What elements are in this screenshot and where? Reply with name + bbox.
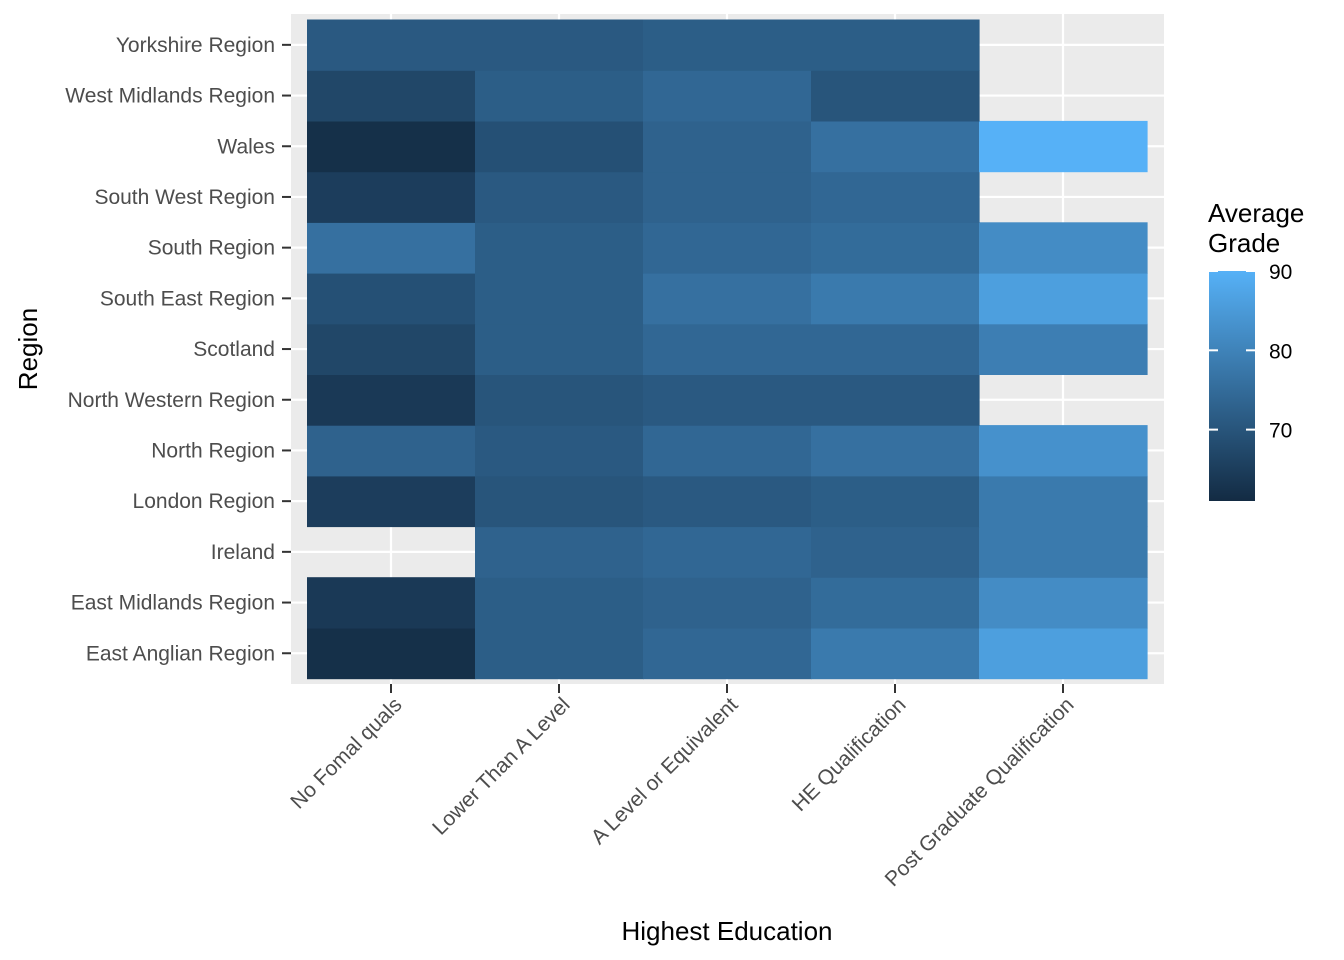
y-tick-label: West Midlands Region: [65, 85, 275, 108]
y-tick-label: Yorkshire Region: [116, 34, 275, 57]
heatmap-tile: [979, 323, 1148, 375]
heatmap-tile: [307, 120, 476, 173]
legend-colorbar: [1209, 271, 1255, 501]
heatmap-tile: [643, 526, 812, 578]
heatmap-tile: [811, 222, 980, 274]
heatmap-tile: [475, 171, 644, 223]
heatmap-tile: [307, 323, 476, 375]
x-tick-label: HE Qualification: [788, 693, 911, 816]
x-axis: No Fomal quals Lower Than A Level A Level …: [286, 684, 1079, 891]
heatmap-tile: [811, 323, 980, 375]
x-tick-label: A Level or Equivalent: [587, 693, 743, 849]
heatmap-tile: [643, 70, 812, 122]
x-axis-title: Highest Education: [621, 916, 832, 946]
heatmap-tile: [643, 475, 812, 528]
heatmap-tile: [643, 19, 812, 71]
legend-title-line-1: Average: [1208, 198, 1304, 228]
heatmap-tile: [811, 425, 980, 477]
heatmap-tile: [307, 475, 476, 528]
heatmap-tile: [979, 222, 1148, 274]
heatmap-tile: [475, 222, 644, 274]
y-tick-label: London Region: [133, 490, 275, 513]
heatmap-tile: [307, 171, 476, 223]
heatmap-tile: [811, 526, 980, 578]
legend-tick-label: 80: [1269, 340, 1292, 363]
x-tick-label: Post Graduate Qualification: [881, 693, 1079, 891]
heatmap-tile: [475, 323, 644, 375]
heatmap-tile: [643, 171, 812, 223]
heatmap-tile: [643, 425, 812, 477]
heatmap-tile: [475, 577, 644, 629]
heatmap-tile: [811, 120, 980, 173]
heatmap-tile: [811, 171, 980, 223]
color-legend: Average Grade 70 80 90: [1208, 198, 1304, 501]
heatmap-tile: [643, 374, 812, 426]
heatmap-tile: [475, 526, 644, 578]
legend-tick-label: 90: [1269, 261, 1292, 284]
y-tick-label: East Midlands Region: [71, 592, 275, 615]
heatmap-tile: [979, 425, 1148, 477]
y-tick-label: North Region: [151, 439, 275, 462]
heatmap-tile: [307, 425, 476, 477]
y-tick-label: Wales: [217, 135, 275, 158]
heatmap-tile: [811, 70, 980, 122]
heatmap-tile: [307, 70, 476, 122]
legend-ticks: 70 80 90: [1209, 261, 1292, 443]
heatmap-tile: [307, 374, 476, 426]
heatmap-tile: [307, 577, 476, 629]
y-axis: East Anglian Region East Midlands Region I…: [65, 34, 291, 665]
heatmap-tile: [307, 222, 476, 274]
y-tick-label: South West Region: [94, 186, 275, 209]
heatmap-tile: [979, 526, 1148, 578]
heatmap-tile: [643, 120, 812, 173]
y-tick-label: East Anglian Region: [86, 642, 275, 665]
heatmap-tile: [475, 70, 644, 122]
heatmap-tile: [307, 627, 476, 680]
heatmap-tile: [643, 323, 812, 375]
heatmap-tile: [979, 475, 1148, 528]
heatmap-tile: [643, 273, 812, 325]
x-tick-label: Lower Than A Level: [428, 693, 574, 839]
heatmap-tile: [643, 222, 812, 274]
heatmap-tile: [475, 19, 644, 71]
heatmap-tile: [979, 120, 1148, 173]
heatmap-tile: [979, 273, 1148, 325]
heatmap-tile: [643, 627, 812, 680]
heatmap-tile: [979, 627, 1148, 680]
heatmap-tile: [979, 577, 1148, 629]
heatmap-tile: [475, 475, 644, 528]
y-tick-label: Scotland: [193, 338, 275, 361]
heatmap-tile: [811, 374, 980, 426]
heatmap-tile: [475, 374, 644, 426]
heatmap-tile: [811, 627, 980, 680]
heatmap-tile: [643, 577, 812, 629]
legend-tick-label: 70: [1269, 420, 1292, 443]
heatmap-tile: [475, 627, 644, 680]
y-tick-label: South East Region: [100, 287, 275, 310]
y-tick-label: North Western Region: [68, 389, 275, 412]
x-tick-label: No Fomal quals: [286, 693, 406, 813]
heatmap-tiles: [307, 19, 1148, 680]
legend-title-line-2: Grade: [1208, 228, 1280, 258]
heatmap-tile: [307, 273, 476, 325]
y-axis-title: Region: [13, 308, 43, 390]
heatmap-tile: [475, 273, 644, 325]
heatmap-tile: [811, 19, 980, 71]
y-tick-label: South Region: [148, 237, 275, 260]
heatmap-tile: [811, 273, 980, 325]
heatmap-tile: [475, 120, 644, 173]
heatmap-tile: [475, 425, 644, 477]
heatmap-tile: [811, 577, 980, 629]
heatmap-tile: [811, 475, 980, 528]
heatmap-tile: [307, 19, 476, 71]
y-tick-label: Ireland: [211, 541, 275, 564]
